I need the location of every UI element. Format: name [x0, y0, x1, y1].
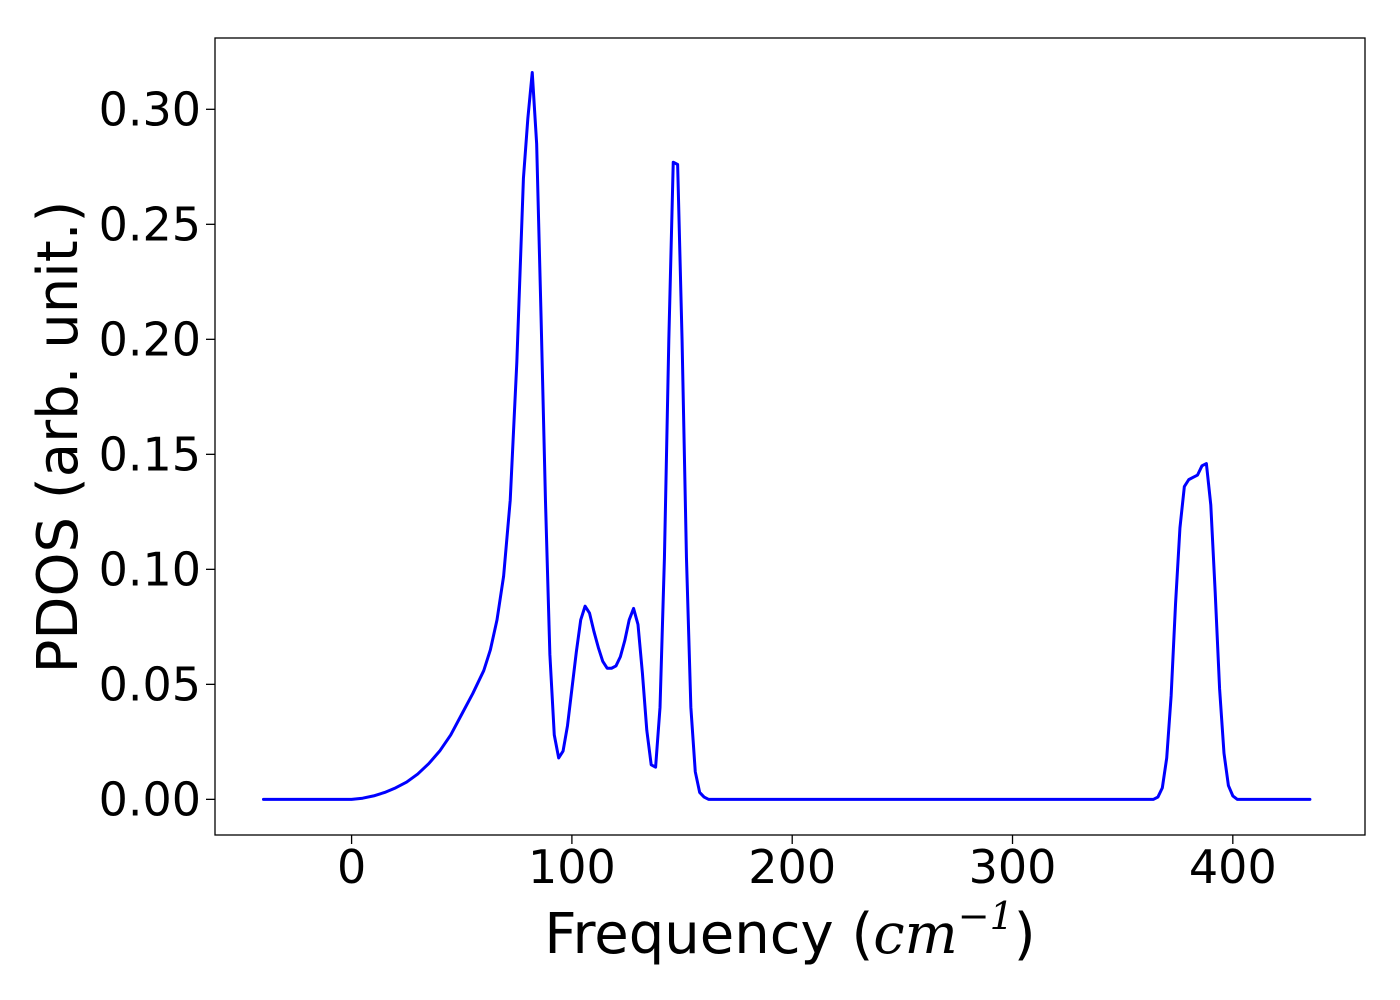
y-tick-label: 0.30 — [99, 82, 201, 136]
x-axis-label-prefix: Frequency ( — [544, 902, 873, 967]
x-axis-ticks: 0 100 200 300 400 — [337, 835, 1277, 894]
x-axis-label-suffix: ) — [1014, 902, 1036, 967]
y-tick-label: 0.25 — [99, 197, 201, 251]
y-axis-label: PDOS (arb. unit.) — [26, 201, 91, 674]
y-tick-label: 0.10 — [99, 542, 201, 596]
y-tick-label: 0.00 — [99, 772, 201, 826]
x-axis-label-unit-base: cm — [873, 902, 957, 967]
x-axis-label: Frequency (cm−1) — [544, 894, 1035, 967]
y-tick-label: 0.05 — [99, 657, 201, 711]
pdos-series-line — [261, 71, 1312, 801]
x-tick-label: 100 — [528, 840, 616, 894]
x-axis-label-unit-exponent: −1 — [958, 894, 1014, 938]
x-tick-label: 400 — [1189, 840, 1277, 894]
x-tick-label: 200 — [748, 840, 836, 894]
y-tick-label: 0.15 — [99, 427, 201, 481]
x-tick-label: 300 — [969, 840, 1057, 894]
y-axis-ticks: 0.00 0.05 0.10 0.15 0.20 0.25 0.30 — [99, 82, 215, 826]
x-tick-label: 0 — [337, 840, 366, 894]
plot-area-frame — [214, 37, 1366, 836]
y-tick-label: 0.20 — [99, 312, 201, 366]
